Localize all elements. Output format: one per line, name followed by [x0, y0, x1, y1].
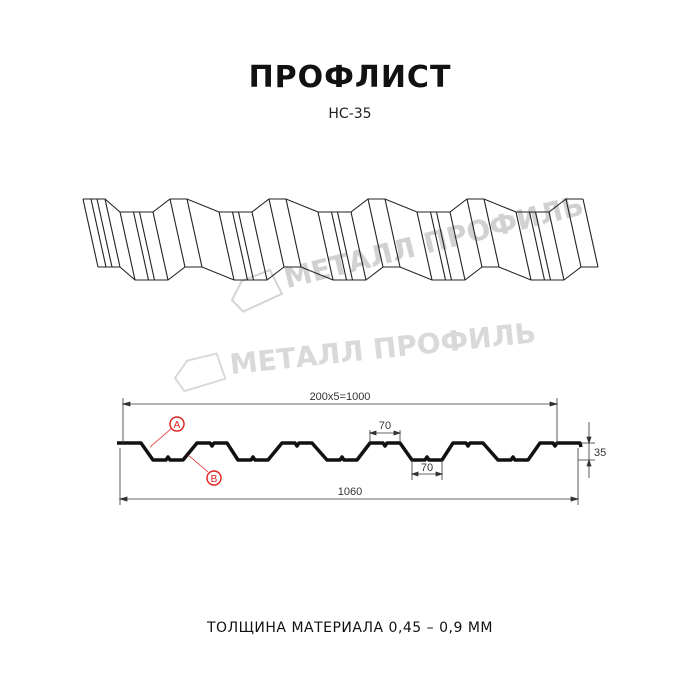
- sheet-line: [429, 211, 447, 281]
- sheet-line: [515, 211, 532, 281]
- cross-section: 200x5=1000 1060 70 70 35 A B: [117, 391, 606, 505]
- sheet-line: [317, 211, 334, 281]
- watermark-text: МЕТАЛЛ ПРОФИЛЬ: [228, 316, 537, 381]
- sheet-line: [466, 198, 483, 268]
- sheet-line: [82, 198, 99, 268]
- sheet-line: [416, 211, 433, 281]
- dim-overall-width: 1060: [338, 486, 362, 498]
- sheet-line: [132, 211, 150, 281]
- sheet-line: [483, 198, 500, 268]
- sheet-line: [285, 198, 302, 268]
- sheet-line: [119, 211, 136, 281]
- watermark-bottom: МЕТАЛЛ ПРОФИЛЬ: [173, 316, 538, 393]
- sheet-line: [98, 266, 598, 281]
- sheet-3d-view: [82, 198, 599, 281]
- dim-height: 35: [594, 447, 606, 459]
- page-title: ПРОФЛИСТ: [248, 60, 452, 95]
- sheet-line: [237, 211, 255, 281]
- sheet-line: [169, 198, 186, 268]
- sheet-line: [336, 211, 354, 281]
- sheet-line: [330, 211, 348, 281]
- watermark-text: МЕТАЛЛ ПРОФИЛЬ: [281, 189, 587, 295]
- sheet-line: [186, 198, 203, 268]
- sheet-line: [83, 198, 583, 213]
- sheet-line: [104, 198, 121, 268]
- dim-pitch-total: 200x5=1000: [310, 391, 371, 403]
- sheet-line: [548, 211, 565, 281]
- sheet-line: [268, 198, 285, 268]
- sheet-line: [90, 198, 107, 268]
- callout-a: A: [169, 416, 185, 432]
- sheet-line: [582, 198, 599, 268]
- dim-bottom-flange: 70: [421, 462, 433, 474]
- sheet-line: [231, 211, 249, 281]
- sheet-line: [435, 211, 453, 281]
- material-thickness: ТОЛЩИНА МАТЕРИАЛА 0,45 – 0,9 ММ: [207, 620, 493, 636]
- dim-top-flange: 70: [379, 420, 391, 432]
- sheet-line: [96, 198, 113, 268]
- callout-b: B: [206, 470, 222, 486]
- sheet-line: [449, 211, 466, 281]
- sheet-line: [528, 211, 546, 281]
- sheet-line: [350, 211, 367, 281]
- sheet-line: [138, 211, 156, 281]
- sheet-line: [367, 198, 384, 268]
- sheet-line: [152, 211, 169, 281]
- sheet-line: [218, 211, 235, 281]
- model-label: НС-35: [328, 106, 372, 122]
- sheet-line: [534, 211, 552, 281]
- sheet-line: [251, 211, 268, 281]
- sheet-line: [565, 198, 582, 268]
- callout-a-label: A: [174, 420, 181, 431]
- callout-b-label: B: [211, 474, 218, 485]
- sheet-line: [384, 198, 401, 268]
